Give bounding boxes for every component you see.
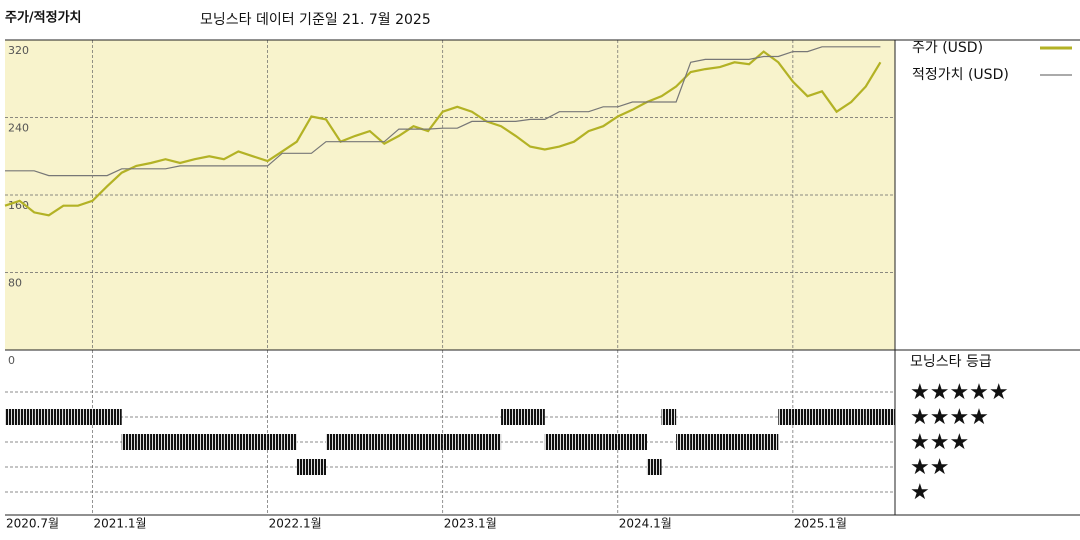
rating-bar <box>661 409 677 425</box>
rating-bar <box>457 434 472 450</box>
rating-bar <box>92 409 108 425</box>
rating-bar <box>880 409 895 425</box>
rating-bar <box>778 409 793 425</box>
y-tick-label: ★ <box>910 480 930 505</box>
rating-bar <box>646 459 662 475</box>
rating-bar <box>19 409 35 425</box>
rating-bar <box>705 434 720 450</box>
rating-bar <box>574 434 589 450</box>
rating-bar <box>136 434 151 450</box>
rating-bar <box>194 434 210 450</box>
rating-bar <box>530 409 545 425</box>
y-tick-label: 0 <box>8 354 15 367</box>
marks <box>4 46 895 475</box>
rating-bar <box>559 434 575 450</box>
rating-bar <box>180 434 195 450</box>
y-tick-label: 240 <box>8 122 29 135</box>
rating-bar <box>617 434 633 450</box>
series-line <box>4 50 882 217</box>
legend-label: 적정가치 (USD) <box>912 67 1009 83</box>
y-tick-label: ★★★ <box>910 430 969 455</box>
rating-bar <box>296 459 312 475</box>
x-tick-label: 2022.1월 <box>269 517 322 531</box>
rating-bar <box>763 434 779 450</box>
rating-bar <box>325 434 341 450</box>
rating-bar <box>267 434 283 450</box>
rating-bar <box>238 434 254 450</box>
rating-bar <box>515 409 531 425</box>
y-tick-label: ★★ <box>910 455 949 480</box>
rating-bar <box>253 434 268 450</box>
rating-bar <box>807 409 823 425</box>
frame <box>5 39 1080 516</box>
rating-bar <box>398 434 414 450</box>
chart-title: 주가/적정가치 <box>5 10 82 26</box>
rating-bar <box>5 409 20 425</box>
x-tick-label: 2023.1월 <box>444 517 497 531</box>
rating-bar <box>34 409 49 425</box>
rating-bar <box>428 434 443 450</box>
rating-bar <box>282 434 297 450</box>
y-tick-label: 320 <box>8 44 29 57</box>
rating-bar <box>77 409 93 425</box>
rating-bar <box>63 409 78 425</box>
rating-bar <box>690 434 706 450</box>
series-line <box>5 46 881 177</box>
y-tick-label: ★★★★★ <box>910 380 1009 405</box>
rating-bar <box>355 434 370 450</box>
rating-bar <box>486 434 502 450</box>
rating-bar <box>865 409 881 425</box>
rating-bar <box>340 434 356 450</box>
rating-bar <box>792 409 808 425</box>
rating-bar <box>632 434 647 450</box>
rating-bar <box>603 434 618 450</box>
rating-bar <box>851 409 866 425</box>
rating-bar <box>48 409 64 425</box>
rating-bar <box>369 434 385 450</box>
rating-bar <box>311 459 326 475</box>
y-tick-label: 80 <box>8 277 22 290</box>
rating-bar <box>107 409 122 425</box>
y-tick-label: ★★★★ <box>910 405 989 430</box>
rating-bar <box>749 434 764 450</box>
x-tick-label: 2021.1월 <box>94 517 147 531</box>
rating-title: 모닝스타 등급 <box>910 354 992 370</box>
rating-bar <box>588 434 604 450</box>
x-tick-label: 2020.7월 <box>6 517 59 531</box>
rating-bar <box>209 434 224 450</box>
legend-label: 주가 (USD) <box>912 40 983 56</box>
x-tick-label: 2025.1월 <box>794 517 847 531</box>
rating-bar <box>471 434 487 450</box>
x-tick-label: 2024.1월 <box>619 517 672 531</box>
rating-bar <box>223 434 239 450</box>
rating-bar <box>442 434 458 450</box>
rating-bar <box>734 434 750 450</box>
rating-bar <box>413 434 429 450</box>
rating-bar <box>836 409 852 425</box>
rating-bar <box>121 434 137 450</box>
rating-bar <box>676 434 691 450</box>
rating-bar <box>822 409 837 425</box>
rating-bar <box>384 434 399 450</box>
rating-bar <box>165 434 181 450</box>
rating-bar <box>150 434 166 450</box>
rating-bar <box>501 409 516 425</box>
rating-bar <box>544 434 560 450</box>
rating-bar <box>719 434 735 450</box>
chart-subtitle: 모닝스타 데이터 기준일 21. 7월 2025 <box>200 12 431 28</box>
